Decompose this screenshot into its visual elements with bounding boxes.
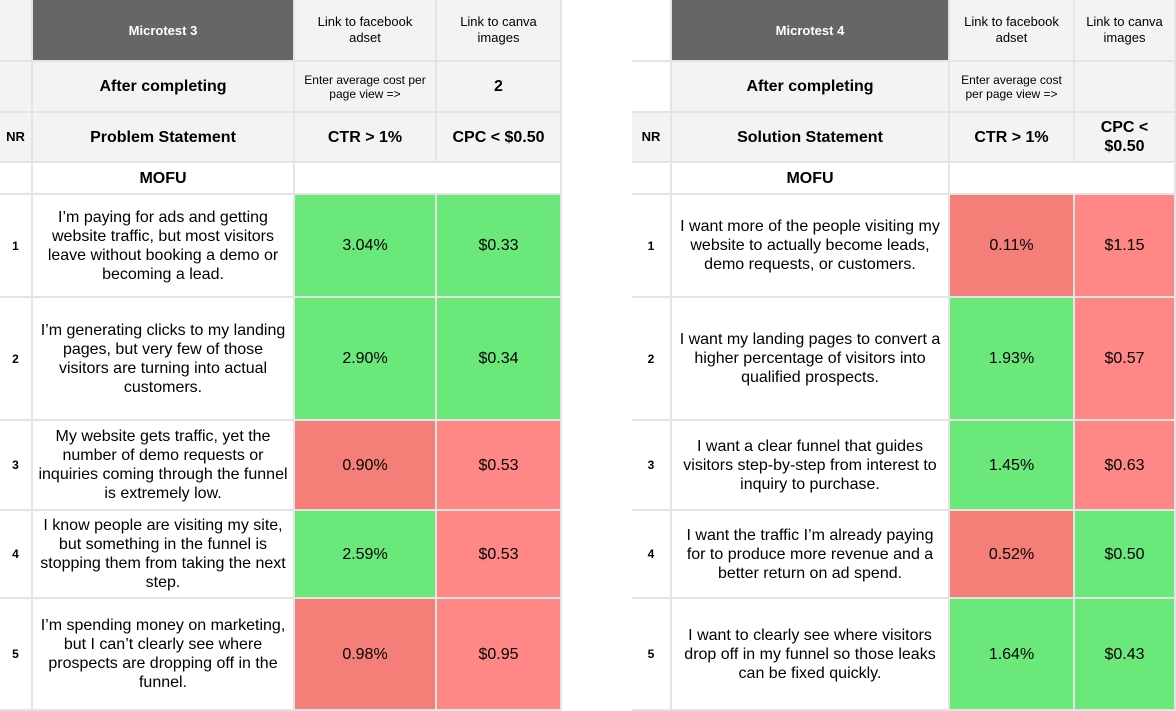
row-number: 5 bbox=[632, 599, 672, 711]
blank-cell bbox=[632, 62, 672, 113]
statement-cell: I know people are visiting my site, but … bbox=[33, 511, 295, 599]
cpc-cell: $0.53 bbox=[437, 421, 562, 511]
ctr-cell: 0.11% bbox=[950, 195, 1075, 298]
cpc-cell: $0.34 bbox=[437, 298, 562, 421]
ctr-cell: 2.59% bbox=[295, 511, 437, 599]
statement-cell: I’m spending money on marketing, but I c… bbox=[33, 599, 295, 711]
input-value: 2 bbox=[437, 62, 562, 113]
statement-cell: I want the traffic I’m already paying fo… bbox=[672, 511, 950, 599]
ctr-cell: 0.90% bbox=[295, 421, 437, 511]
row-number: 1 bbox=[632, 195, 672, 298]
statement-cell: My website gets traffic, yet the number … bbox=[33, 421, 295, 511]
input-value bbox=[1075, 62, 1176, 113]
column-header: CTR > 1% bbox=[295, 113, 437, 163]
ctr-cell: 1.93% bbox=[950, 298, 1075, 421]
row-number: 3 bbox=[0, 421, 33, 511]
blank-cell bbox=[295, 163, 562, 195]
cpc-cell: $0.57 bbox=[1075, 298, 1176, 421]
column-header: CPC < $0.50 bbox=[437, 113, 562, 163]
column-header: Link to facebook adset bbox=[295, 0, 437, 62]
column-header: Link to canva images bbox=[437, 0, 562, 62]
blank-cell bbox=[0, 62, 33, 113]
row-number: 4 bbox=[632, 511, 672, 599]
row-number: 3 bbox=[632, 421, 672, 511]
row-number: 4 bbox=[0, 511, 33, 599]
column-header: CTR > 1% bbox=[950, 113, 1075, 163]
ctr-cell: 3.04% bbox=[295, 195, 437, 298]
blank-cell bbox=[632, 163, 672, 195]
row-label: After completing bbox=[33, 62, 295, 113]
column-header: NR bbox=[0, 113, 33, 163]
column-header: Problem Statement bbox=[33, 113, 295, 163]
blank-cell bbox=[950, 163, 1176, 195]
row-number: 2 bbox=[632, 298, 672, 421]
cpc-cell: $0.63 bbox=[1075, 421, 1176, 511]
row-label: After completing bbox=[672, 62, 950, 113]
statement-cell: I’m paying for ads and getting website t… bbox=[33, 195, 295, 298]
ctr-cell: 2.90% bbox=[295, 298, 437, 421]
row-label: Enter average cost per page view => bbox=[950, 62, 1075, 113]
table-title: Microtest 4 bbox=[672, 0, 950, 62]
cpc-cell: $0.53 bbox=[437, 511, 562, 599]
cpc-cell: $0.33 bbox=[437, 195, 562, 298]
row-number: 5 bbox=[0, 599, 33, 711]
cpc-cell: $1.15 bbox=[1075, 195, 1176, 298]
row-label: Enter average cost per page view => bbox=[295, 62, 437, 113]
column-header: Link to canva images bbox=[1075, 0, 1176, 62]
statement-cell: I’m generating clicks to my landing page… bbox=[33, 298, 295, 421]
statement-cell: I want my landing pages to convert a hig… bbox=[672, 298, 950, 421]
section-label: MOFU bbox=[33, 163, 295, 195]
row-number: 2 bbox=[0, 298, 33, 421]
cpc-cell: $0.50 bbox=[1075, 511, 1176, 599]
blank-cell bbox=[0, 0, 33, 62]
column-header: Solution Statement bbox=[672, 113, 950, 163]
statement-cell: I want more of the people visiting my we… bbox=[672, 195, 950, 298]
blank-cell bbox=[0, 163, 33, 195]
column-header: CPC < $0.50 bbox=[1075, 113, 1176, 163]
statement-cell: I want a clear funnel that guides visito… bbox=[672, 421, 950, 511]
row-number: 1 bbox=[0, 195, 33, 298]
statement-cell: I want to clearly see where visitors dro… bbox=[672, 599, 950, 711]
cpc-cell: $0.43 bbox=[1075, 599, 1176, 711]
section-label: MOFU bbox=[672, 163, 950, 195]
ctr-cell: 0.52% bbox=[950, 511, 1075, 599]
cpc-cell: $0.95 bbox=[437, 599, 562, 711]
ctr-cell: 0.98% bbox=[295, 599, 437, 711]
column-header: NR bbox=[632, 113, 672, 163]
ctr-cell: 1.64% bbox=[950, 599, 1075, 711]
table-title: Microtest 3 bbox=[33, 0, 295, 62]
blank-cell bbox=[632, 0, 672, 62]
ctr-cell: 1.45% bbox=[950, 421, 1075, 511]
column-header: Link to facebook adset bbox=[950, 0, 1075, 62]
